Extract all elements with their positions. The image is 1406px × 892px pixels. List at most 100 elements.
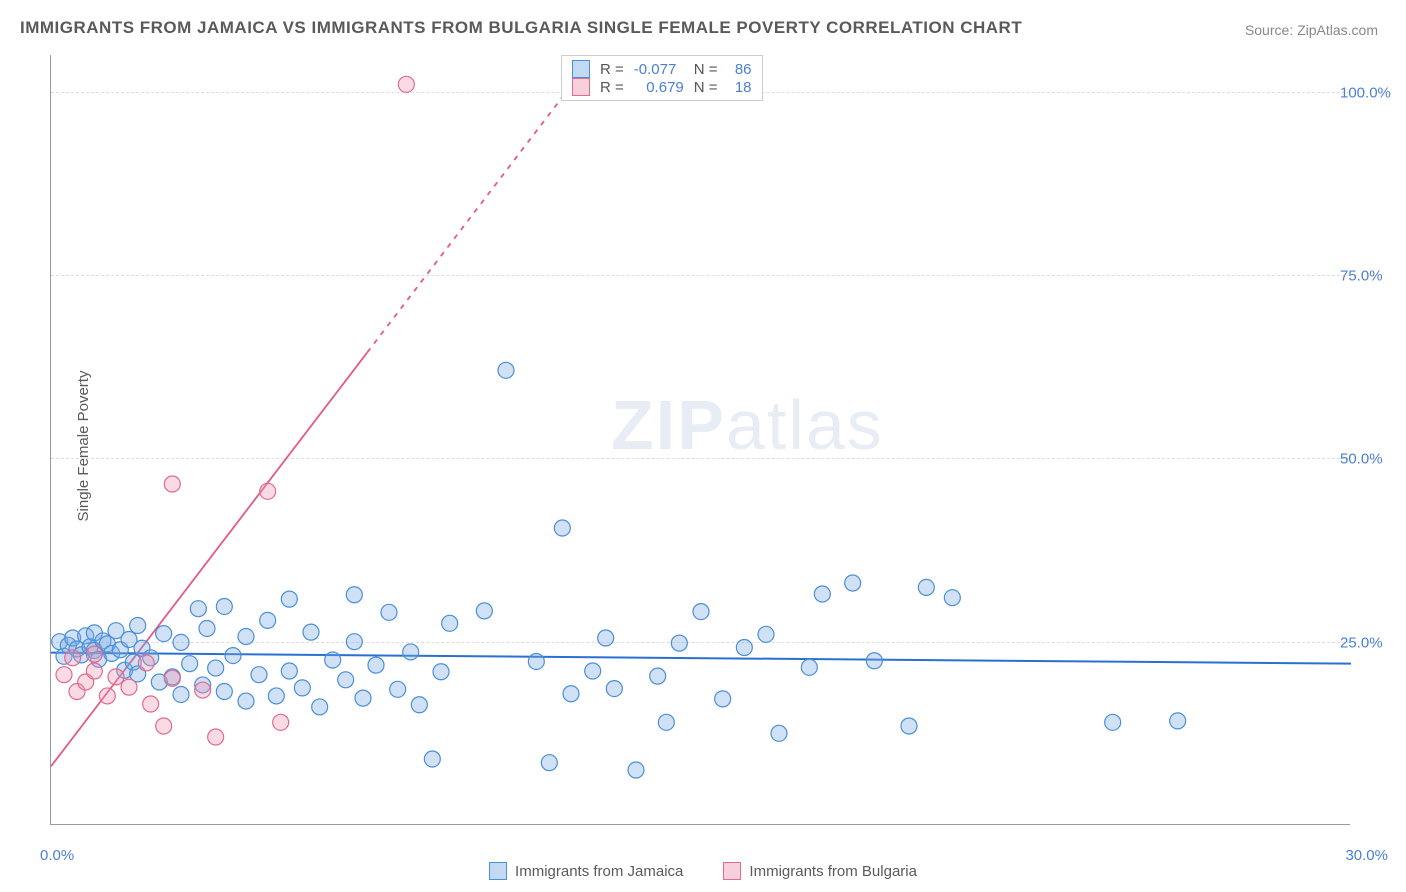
data-point xyxy=(563,686,579,702)
source-attribution: Source: ZipAtlas.com xyxy=(1245,22,1378,38)
data-point xyxy=(225,648,241,664)
stats-swatch-bulgaria xyxy=(572,78,590,96)
data-point xyxy=(346,587,362,603)
data-point xyxy=(658,714,674,730)
data-point xyxy=(541,755,557,771)
stats-r-value-bulgaria: 0.679 xyxy=(634,79,684,96)
stats-legend-box: R = -0.077 N = 86 R = 0.679 N = 18 xyxy=(561,55,763,101)
data-point xyxy=(108,669,124,685)
data-point xyxy=(901,718,917,734)
data-point xyxy=(143,696,159,712)
data-point xyxy=(381,604,397,620)
stats-row-jamaica: R = -0.077 N = 86 xyxy=(572,60,752,78)
data-point xyxy=(606,681,622,697)
data-point xyxy=(814,586,830,602)
data-point xyxy=(251,667,267,683)
plot-area: ZIPatlas 25.0%50.0%75.0%100.0% R = -0.07… xyxy=(50,55,1350,825)
data-point xyxy=(355,690,371,706)
data-point xyxy=(86,663,102,679)
data-point xyxy=(281,591,297,607)
x-axis-legend: Immigrants from Jamaica Immigrants from … xyxy=(489,862,917,880)
data-point xyxy=(528,653,544,669)
data-point xyxy=(368,657,384,673)
legend-swatch-jamaica xyxy=(489,862,507,880)
data-point xyxy=(1170,713,1186,729)
data-point xyxy=(411,697,427,713)
data-point xyxy=(130,618,146,634)
data-point xyxy=(346,634,362,650)
data-point xyxy=(866,653,882,669)
source-label: Source: xyxy=(1245,22,1293,38)
data-point xyxy=(208,660,224,676)
data-point xyxy=(121,679,137,695)
data-point xyxy=(771,725,787,741)
data-point xyxy=(65,650,81,666)
data-point xyxy=(238,693,254,709)
stats-r-label: R = xyxy=(600,61,624,78)
data-point xyxy=(281,663,297,679)
data-point xyxy=(758,626,774,642)
data-point xyxy=(208,729,224,745)
data-point xyxy=(195,682,211,698)
data-point xyxy=(845,575,861,591)
data-point xyxy=(156,626,172,642)
data-point xyxy=(433,664,449,680)
stats-n-label: N = xyxy=(694,61,718,78)
data-point xyxy=(736,640,752,656)
source-link[interactable]: ZipAtlas.com xyxy=(1297,22,1378,38)
data-point xyxy=(498,362,514,378)
data-point xyxy=(1105,714,1121,730)
data-point xyxy=(156,718,172,734)
data-point xyxy=(801,659,817,675)
legend-item-jamaica: Immigrants from Jamaica xyxy=(489,862,683,880)
stats-row-bulgaria: R = 0.679 N = 18 xyxy=(572,78,752,96)
data-point xyxy=(273,714,289,730)
x-tick-30: 30.0% xyxy=(1345,847,1388,864)
stats-r-label: R = xyxy=(600,79,624,96)
data-point xyxy=(99,688,115,704)
data-point xyxy=(403,644,419,660)
data-point xyxy=(715,691,731,707)
legend-label-bulgaria: Immigrants from Bulgaria xyxy=(749,863,917,880)
chart-container: IMMIGRANTS FROM JAMAICA VS IMMIGRANTS FR… xyxy=(0,0,1406,892)
data-point xyxy=(390,681,406,697)
scatter-plot-svg xyxy=(51,55,1350,824)
data-point xyxy=(585,663,601,679)
data-point xyxy=(693,604,709,620)
data-point xyxy=(173,634,189,650)
stats-r-value-jamaica: -0.077 xyxy=(634,61,684,78)
data-point xyxy=(294,680,310,696)
data-point xyxy=(190,601,206,617)
data-point xyxy=(650,668,666,684)
data-point xyxy=(398,76,414,92)
data-point xyxy=(216,684,232,700)
data-point xyxy=(424,751,440,767)
data-point xyxy=(164,476,180,492)
data-point xyxy=(554,520,570,536)
data-point xyxy=(260,483,276,499)
data-point xyxy=(918,579,934,595)
stats-swatch-jamaica xyxy=(572,60,590,78)
data-point xyxy=(312,699,328,715)
data-point xyxy=(628,762,644,778)
data-point xyxy=(476,603,492,619)
data-point xyxy=(182,656,198,672)
data-point xyxy=(138,655,154,671)
data-point xyxy=(671,635,687,651)
x-tick-0: 0.0% xyxy=(40,847,74,864)
chart-title: IMMIGRANTS FROM JAMAICA VS IMMIGRANTS FR… xyxy=(20,18,1022,38)
data-point xyxy=(598,630,614,646)
legend-label-jamaica: Immigrants from Jamaica xyxy=(515,863,683,880)
data-point xyxy=(338,672,354,688)
data-point xyxy=(164,670,180,686)
data-point xyxy=(216,598,232,614)
data-point xyxy=(173,686,189,702)
stats-n-value-jamaica: 86 xyxy=(728,61,752,78)
data-point xyxy=(199,620,215,636)
stats-n-value-bulgaria: 18 xyxy=(728,79,752,96)
data-point xyxy=(268,688,284,704)
data-point xyxy=(56,667,72,683)
data-point xyxy=(303,624,319,640)
legend-swatch-bulgaria xyxy=(723,862,741,880)
data-point xyxy=(238,629,254,645)
